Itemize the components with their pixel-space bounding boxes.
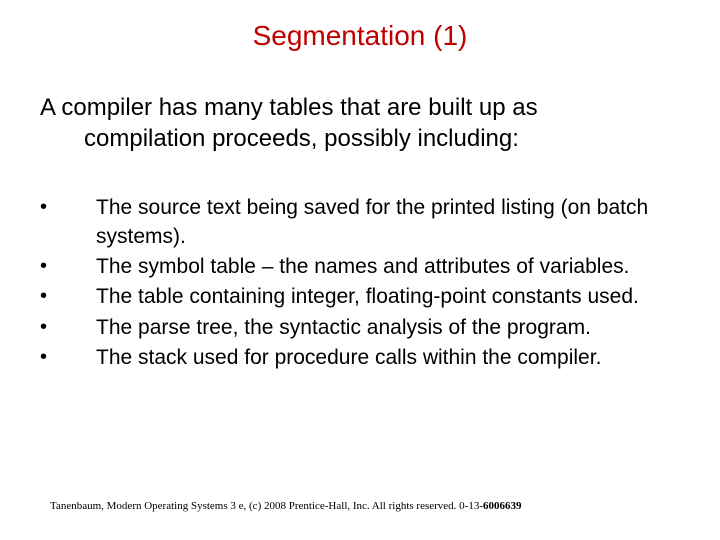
- footer-bold: 6006639: [483, 500, 522, 512]
- bullet-icon: •: [40, 314, 96, 342]
- bullet-text: The stack used for procedure calls withi…: [96, 344, 690, 372]
- footer-citation: Tanenbaum, Modern Operating Systems 3 e,…: [50, 500, 690, 512]
- intro-line-1: A compiler has many tables that are buil…: [40, 92, 680, 123]
- slide-title: Segmentation (1): [0, 20, 720, 52]
- bullet-text: The symbol table – the names and attribu…: [96, 253, 690, 281]
- bullet-text: The table containing integer, floating-p…: [96, 283, 690, 311]
- list-item: • The parse tree, the syntactic analysis…: [40, 314, 690, 342]
- bullet-icon: •: [40, 253, 96, 281]
- bullet-icon: •: [40, 283, 96, 311]
- intro-paragraph: A compiler has many tables that are buil…: [0, 92, 720, 154]
- list-item: • The table containing integer, floating…: [40, 283, 690, 311]
- bullet-text: The parse tree, the syntactic analysis o…: [96, 314, 690, 342]
- intro-line-2: compilation proceeds, possibly including…: [40, 123, 680, 154]
- footer-prefix: Tanenbaum, Modern Operating Systems 3 e,…: [50, 500, 483, 512]
- list-item: • The symbol table – the names and attri…: [40, 253, 690, 281]
- bullet-icon: •: [40, 344, 96, 372]
- bullet-icon: •: [40, 194, 96, 251]
- list-item: • The source text being saved for the pr…: [40, 194, 690, 251]
- list-item: • The stack used for procedure calls wit…: [40, 344, 690, 372]
- bullet-list: • The source text being saved for the pr…: [0, 194, 720, 372]
- bullet-text: The source text being saved for the prin…: [96, 194, 690, 251]
